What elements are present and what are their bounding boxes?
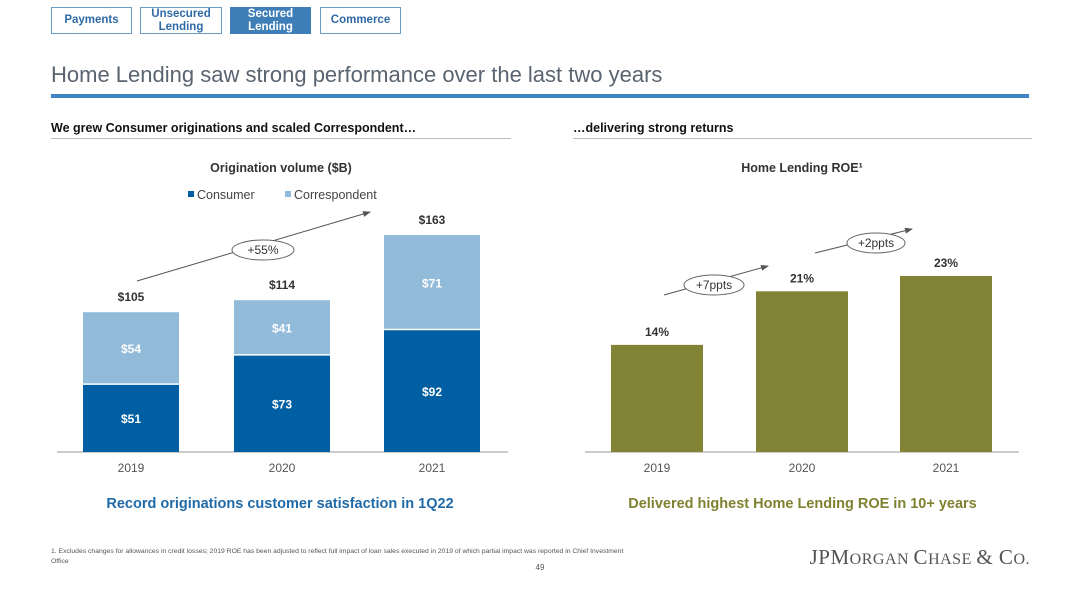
right-callout: Delivered highest Home Lending ROE in 10…	[628, 496, 977, 512]
legend-swatch-consumer	[188, 191, 194, 197]
left-chart-title: Origination volume ($B)	[210, 161, 352, 175]
legend-label-correspondent: Correspondent	[294, 188, 377, 202]
data-label-total-2021: $163	[419, 213, 446, 227]
x-tick-right-2021: 2021	[933, 461, 960, 475]
right-annotation-bubble-1	[683, 274, 745, 296]
data-label-total-2019: $105	[118, 290, 145, 304]
left-subtitle-rule	[51, 138, 511, 139]
left-annotation-label: +55%	[247, 243, 278, 257]
bar-correspondent-2021	[384, 235, 480, 330]
data-label-consumer-2021: $92	[422, 385, 442, 399]
x-tick-left-2020: 2020	[269, 461, 296, 475]
x-tick-left-2021: 2021	[419, 461, 446, 475]
right-annotation-bubble-2	[846, 232, 906, 254]
x-tick-right-2020: 2020	[789, 461, 816, 475]
data-label-total-2020: $114	[269, 278, 295, 292]
data-label-correspondent-2019: $54	[121, 342, 141, 356]
bar-roe-2019	[611, 344, 703, 452]
x-tick-left-2019: 2019	[118, 461, 145, 475]
right-chart-title: Home Lending ROE¹	[741, 161, 863, 175]
legend-swatch-correspondent	[285, 191, 291, 197]
data-label-roe-2021: 23%	[934, 256, 958, 270]
data-label-roe-2019: 14%	[645, 325, 669, 339]
tab-secured-lending[interactable]: Secured Lending	[230, 7, 311, 34]
company-logo: JPMORGAN CHASE & CO.	[809, 545, 1030, 569]
data-label-roe-2020: 21%	[790, 271, 814, 285]
data-label-consumer-2019: $51	[121, 412, 141, 426]
x-tick-right-2019: 2019	[644, 461, 671, 475]
page-title: Home Lending saw strong performance over…	[51, 62, 663, 87]
bar-consumer-2019	[83, 384, 179, 452]
bar-consumer-2020	[234, 354, 330, 452]
title-divider	[51, 94, 1029, 98]
left-annotation-bubble	[231, 239, 295, 261]
right-annotation-label-2: +2ppts	[858, 236, 894, 250]
left-subtitle: We grew Consumer originations and scaled…	[51, 121, 417, 135]
data-label-correspondent-2020: $41	[272, 322, 292, 336]
left-callout: Record originations customer satisfactio…	[106, 496, 454, 512]
right-annotation-label-1: +7ppts	[696, 278, 732, 292]
right-subtitle: …delivering strong returns	[573, 121, 734, 135]
data-label-consumer-2020: $73	[272, 397, 292, 411]
tab-commerce[interactable]: Commerce	[320, 7, 401, 34]
right-subtitle-rule	[573, 138, 1032, 139]
bar-correspondent-2020	[234, 300, 330, 355]
legend-label-consumer: Consumer	[197, 188, 255, 202]
bar-consumer-2021	[384, 329, 480, 452]
tab-payments[interactable]: Payments	[51, 7, 132, 34]
bar-correspondent-2019	[83, 312, 179, 385]
page-number: 49	[535, 563, 545, 572]
bar-roe-2021	[900, 276, 992, 452]
tab-unsecured-lending[interactable]: Unsecured Lending	[140, 7, 222, 34]
bar-roe-2020	[756, 291, 848, 452]
data-label-correspondent-2021: $71	[422, 276, 442, 290]
footnote: 1. Excludes changes for allowances in cr…	[51, 548, 624, 565]
